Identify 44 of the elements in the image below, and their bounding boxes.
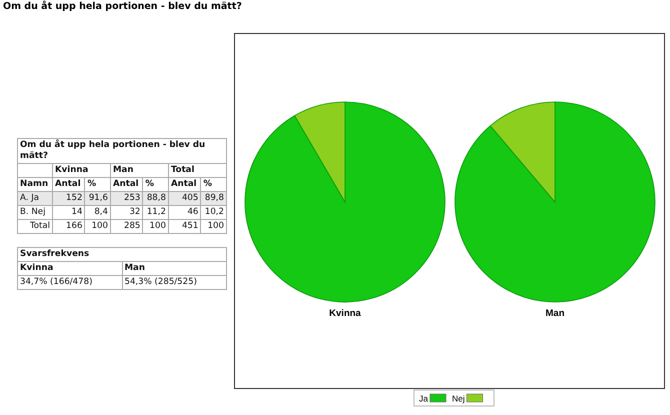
text: 89,8 — [200, 192, 226, 206]
text: Kvinna — [18, 262, 122, 276]
text: 32 — [110, 206, 143, 220]
text: 54,3% (285/525) — [122, 276, 226, 290]
text: Svarsfrekvens — [18, 248, 226, 262]
text: % — [142, 178, 168, 192]
text: Man — [122, 262, 226, 276]
text: 88,8 — [142, 192, 168, 206]
text: 100 — [142, 220, 168, 234]
text: Kvinna — [52, 164, 110, 178]
text: Om du åt upp hela portionen - blev du mätt? — [18, 138, 226, 164]
text: Total — [18, 220, 53, 234]
text: 253 — [110, 192, 143, 206]
legend-label: Nej — [452, 394, 465, 404]
text: 11,2 — [142, 206, 168, 220]
text: 8,4 — [84, 206, 110, 220]
text: Total — [168, 164, 226, 178]
text: Om du åt upp hela portionen - blev du mätt? — [3, 1, 242, 12]
pie-slice — [454, 102, 656, 302]
text: 285 — [110, 220, 143, 234]
text: 166 — [52, 220, 85, 234]
text: 10,2 — [200, 206, 226, 220]
text: Namn — [18, 178, 53, 192]
text: 451 — [168, 220, 201, 234]
text: Man — [546, 308, 565, 319]
pie-slice — [244, 102, 446, 302]
text: Man — [110, 164, 168, 178]
text: A. Ja — [18, 192, 53, 206]
text: % — [84, 178, 110, 192]
text: 152 — [52, 192, 85, 206]
text: 34,7% (166/478) — [18, 276, 122, 290]
text: Antal — [52, 178, 85, 192]
text: 46 — [168, 206, 201, 220]
text: 100 — [84, 220, 110, 234]
text: Antal — [168, 178, 201, 192]
text: % — [200, 178, 226, 192]
text: Antal — [110, 178, 143, 192]
text: 405 — [168, 192, 201, 206]
legend-label: Ja — [419, 394, 428, 404]
text: B. Nej — [18, 206, 53, 220]
text: 91,6 — [84, 192, 110, 206]
text: 100 — [200, 220, 226, 234]
text: Kvinna — [329, 308, 362, 319]
text: 14 — [52, 206, 85, 220]
